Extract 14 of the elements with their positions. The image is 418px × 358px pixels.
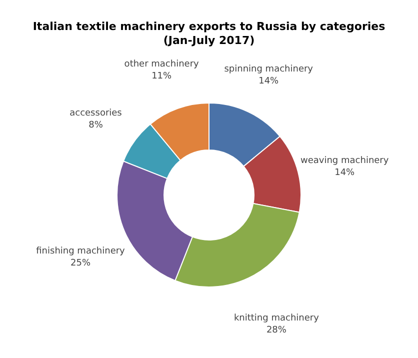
chart-subtitle: (Jan-July 2017) <box>163 34 255 47</box>
data-label: 14% <box>258 76 280 86</box>
data-label: 14% <box>334 168 356 178</box>
data-label: 28% <box>266 326 287 336</box>
slice-label: accessories <box>70 108 122 119</box>
slice-label: finishing machinery <box>36 246 126 257</box>
data-label: 11% <box>152 71 172 82</box>
data-label: 8% <box>88 120 104 131</box>
slice-label: knitting machinery <box>234 314 320 324</box>
chart-title: Italian textile machinery exports to Russia by categories <box>32 20 386 33</box>
data-label: 25% <box>70 258 91 269</box>
slice-label: weaving machinery <box>300 156 390 166</box>
slice-label: other machinery <box>124 59 200 70</box>
slice-label: spinning machinery <box>224 64 314 74</box>
